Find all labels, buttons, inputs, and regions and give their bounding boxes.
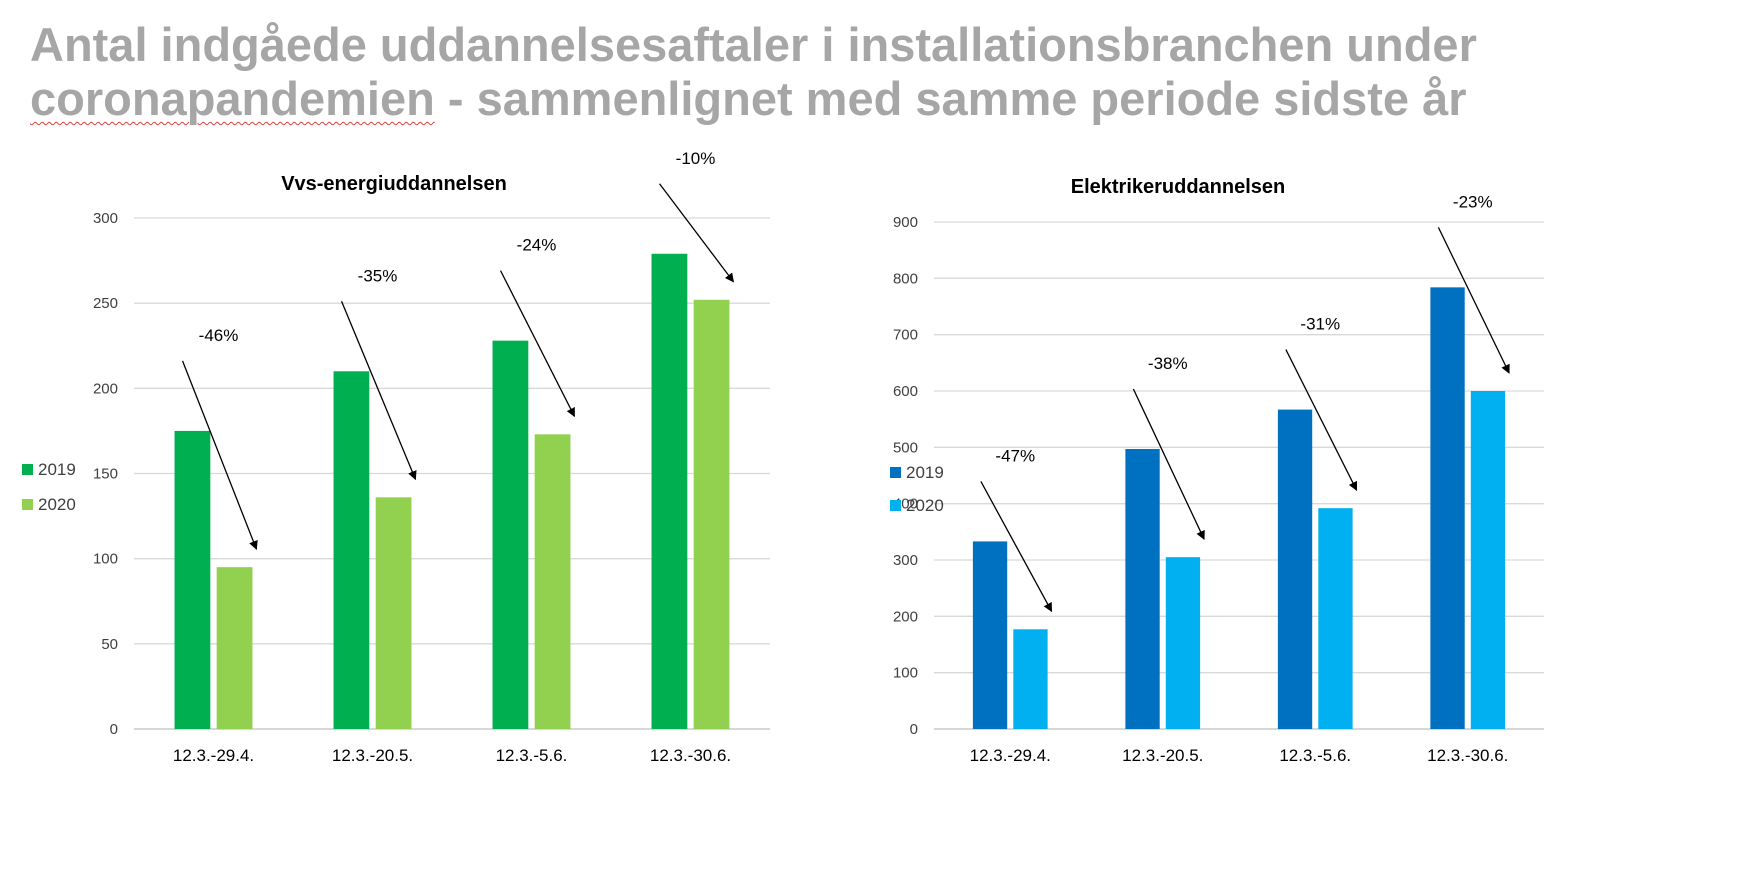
- bar-2020-2: [534, 434, 571, 729]
- y-tick-label: 100: [93, 551, 118, 568]
- bar-2020-2: [1318, 508, 1353, 729]
- change-annotation: -35%: [358, 266, 398, 285]
- y-tick-label: 500: [893, 439, 918, 456]
- title-subtitle: - sammenlignet med samme periode sidste …: [434, 72, 1467, 125]
- x-tick-label: 12.3.-30.6.: [1427, 746, 1508, 765]
- y-tick-label: 700: [893, 327, 918, 344]
- change-annotation: -38%: [1148, 354, 1188, 373]
- y-tick-label: 250: [93, 295, 118, 312]
- y-tick-label: 50: [101, 636, 118, 653]
- title-main: Antal indgåede uddannelsesaftaler i inst…: [30, 18, 1477, 71]
- x-tick-label: 12.3.-30.6.: [650, 746, 731, 765]
- change-arrow: [1437, 227, 1510, 374]
- slide-title: Antal indgåede uddannelsesaftaler i inst…: [30, 18, 1730, 126]
- change-arrow: [340, 301, 417, 481]
- y-tick-label: 100: [893, 665, 918, 682]
- chart-title: Vvs-energiuddannelsen: [281, 173, 507, 195]
- bar-2019-3: [651, 253, 688, 729]
- bar-2019-2: [492, 340, 529, 729]
- y-tick-label: 800: [893, 270, 918, 287]
- bar-2020-3: [693, 299, 730, 729]
- x-tick-label: 12.3.-29.4.: [173, 746, 254, 765]
- change-arrow: [980, 481, 1053, 613]
- legend-swatch-2020: [890, 500, 901, 511]
- change-annotation: -47%: [995, 446, 1035, 465]
- y-tick-label: 600: [893, 383, 918, 400]
- change-arrow: [659, 183, 735, 283]
- bar-2020-0: [216, 567, 253, 729]
- y-tick-label: 0: [110, 721, 118, 738]
- change-arrow: [1285, 349, 1358, 491]
- legend-label: 2019: [906, 463, 944, 482]
- x-tick-label: 12.3.-20.5.: [332, 746, 413, 765]
- y-tick-label: 200: [93, 380, 118, 397]
- y-tick-label: 300: [93, 210, 118, 227]
- bar-2020-3: [1470, 391, 1506, 729]
- legend-label: 2020: [38, 495, 76, 514]
- chart-title: Elektrikeruddannelsen: [1071, 176, 1286, 198]
- bar-2019-0: [972, 541, 1008, 729]
- y-tick-label: 0: [910, 721, 918, 738]
- chart-elektriker: 0100200300400500600700800900Elektrikerud…: [890, 176, 1544, 765]
- legend-label: 2019: [38, 460, 76, 479]
- change-annotation: -46%: [199, 326, 239, 345]
- change-arrow: [1132, 388, 1205, 541]
- legend-swatch-2019: [22, 464, 33, 475]
- bar-2019-2: [1277, 409, 1313, 729]
- x-tick-label: 12.3.-29.4.: [970, 746, 1051, 765]
- change-arrow: [499, 270, 576, 418]
- y-tick-label: 200: [893, 608, 918, 625]
- legend-swatch-2019: [890, 467, 901, 478]
- title-underlined-word: coronapandemien: [30, 72, 435, 125]
- y-tick-label: 900: [893, 214, 918, 231]
- bar-2019-1: [1125, 449, 1160, 729]
- bar-2019-1: [333, 371, 370, 729]
- bar-2020-1: [375, 497, 412, 729]
- y-tick-label: 300: [893, 552, 918, 569]
- bar-2019-3: [1430, 287, 1465, 729]
- bar-2019-0: [174, 430, 211, 729]
- change-annotation: -31%: [1300, 315, 1340, 334]
- chart-vvs: 0 50 100 150 200 250 300 Vvs-energiuddannelsen 1…: [22, 149, 770, 765]
- change-annotation: -24%: [517, 236, 557, 255]
- x-tick-label: 12.3.-20.5.: [1122, 746, 1203, 765]
- x-tick-label: 12.3.-5.6.: [1279, 746, 1351, 765]
- change-arrow: [181, 360, 258, 551]
- x-tick-label: 12.3.-5.6.: [496, 746, 568, 765]
- change-annotation: -23%: [1453, 192, 1493, 211]
- change-annotation: -10%: [676, 149, 716, 168]
- legend-swatch-2020: [22, 499, 33, 510]
- bar-2020-0: [1013, 629, 1048, 729]
- legend-label: 2020: [906, 496, 944, 515]
- bar-2020-1: [1165, 557, 1201, 729]
- y-tick-label: 150: [93, 466, 118, 483]
